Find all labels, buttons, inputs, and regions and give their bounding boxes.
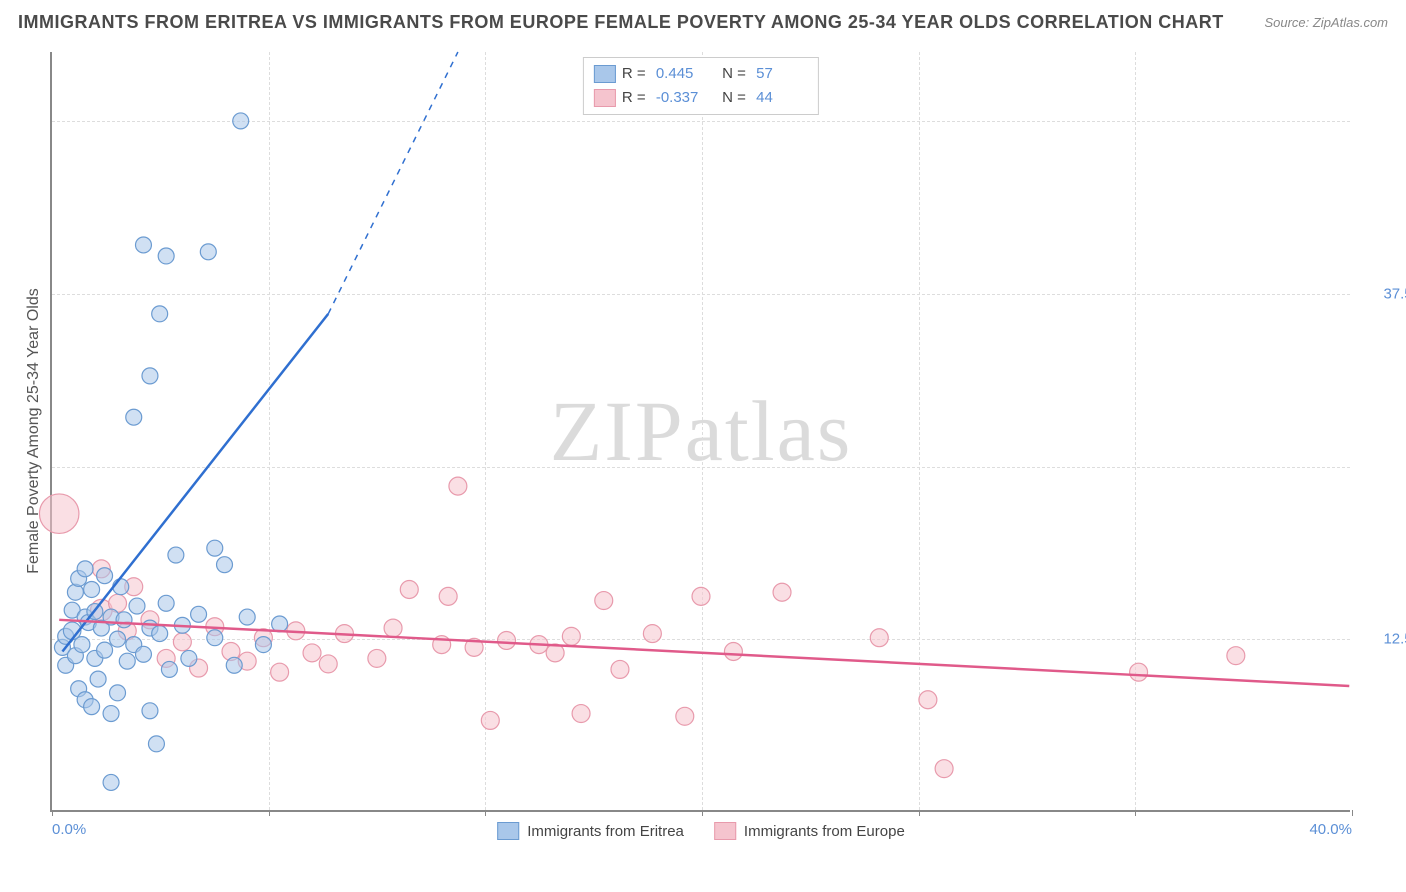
x-tick-mark <box>702 810 703 816</box>
scatter-canvas <box>52 52 1350 810</box>
data-point <box>119 653 135 669</box>
swatch-eritrea-icon <box>594 65 616 83</box>
n-value-a: 57 <box>756 62 808 86</box>
data-point <box>181 650 197 666</box>
data-point <box>173 633 191 651</box>
data-point <box>724 643 742 661</box>
trend-line <box>328 52 458 314</box>
data-point <box>148 736 164 752</box>
legend-item-eritrea: Immigrants from Eritrea <box>497 822 684 840</box>
legend-label-eritrea: Immigrants from Eritrea <box>527 823 684 840</box>
data-point <box>142 368 158 384</box>
data-point <box>368 649 386 667</box>
legend-row-a: R = 0.445 N = 57 <box>594 62 808 86</box>
data-point <box>935 760 953 778</box>
data-point <box>233 113 249 129</box>
legend-item-europe: Immigrants from Europe <box>714 822 905 840</box>
data-point <box>439 587 457 605</box>
y-tick-label: 37.5% <box>1356 285 1406 302</box>
data-point <box>384 619 402 637</box>
data-point <box>1130 663 1148 681</box>
data-point <box>103 774 119 790</box>
data-point <box>676 707 694 725</box>
data-point <box>113 579 129 595</box>
x-tick-mark <box>1352 810 1353 816</box>
data-point <box>90 671 106 687</box>
data-point <box>135 646 151 662</box>
data-point <box>84 582 100 598</box>
data-point <box>271 663 289 681</box>
legend-series: Immigrants from Eritrea Immigrants from … <box>497 822 905 840</box>
data-point <box>572 705 590 723</box>
data-point <box>773 583 791 601</box>
data-point <box>161 661 177 677</box>
x-tick-label: 0.0% <box>52 821 86 838</box>
x-tick-label: 40.0% <box>1309 821 1352 838</box>
data-point <box>217 557 233 573</box>
data-point <box>158 248 174 264</box>
data-point <box>919 691 937 709</box>
data-point <box>39 494 78 533</box>
x-tick-mark <box>269 810 270 816</box>
source-label: Source: ZipAtlas.com <box>1264 15 1388 30</box>
data-point <box>74 637 90 653</box>
data-point <box>110 631 126 647</box>
data-point <box>239 609 255 625</box>
trend-line <box>62 314 328 652</box>
data-point <box>152 626 168 642</box>
data-point <box>191 606 207 622</box>
data-point <box>226 657 242 673</box>
data-point <box>255 637 271 653</box>
data-point <box>498 632 516 650</box>
data-point <box>110 685 126 701</box>
data-point <box>200 244 216 260</box>
legend-label-europe: Immigrants from Europe <box>744 823 905 840</box>
plot-area: Female Poverty Among 25-34 Year Olds ZIP… <box>50 52 1350 812</box>
data-point <box>870 629 888 647</box>
data-point <box>643 625 661 643</box>
data-point <box>97 642 113 658</box>
data-point <box>1227 647 1245 665</box>
trend-line <box>59 620 1349 686</box>
y-axis-label: Female Poverty Among 25-34 Year Olds <box>25 288 43 574</box>
r-value-a: 0.445 <box>656 62 708 86</box>
data-point <box>611 660 629 678</box>
data-point <box>168 547 184 563</box>
data-point <box>152 306 168 322</box>
data-point <box>692 587 710 605</box>
x-tick-mark <box>919 810 920 816</box>
x-tick-mark <box>1135 810 1136 816</box>
x-tick-mark <box>52 810 53 816</box>
swatch-europe-icon <box>714 822 736 840</box>
data-point <box>562 627 580 645</box>
data-point <box>400 581 418 599</box>
data-point <box>319 655 337 673</box>
n-value-b: 44 <box>756 86 808 110</box>
swatch-eritrea-icon <box>497 822 519 840</box>
legend-row-b: R = -0.337 N = 44 <box>594 86 808 110</box>
data-point <box>303 644 321 662</box>
data-point <box>77 561 93 577</box>
data-point <box>103 706 119 722</box>
data-point <box>272 616 288 632</box>
data-point <box>84 699 100 715</box>
data-point <box>595 592 613 610</box>
data-point <box>481 711 499 729</box>
swatch-europe-icon <box>594 89 616 107</box>
data-point <box>97 568 113 584</box>
r-value-b: -0.337 <box>656 86 708 110</box>
y-tick-label: 12.5% <box>1356 631 1406 648</box>
data-point <box>449 477 467 495</box>
data-point <box>135 237 151 253</box>
data-point <box>129 598 145 614</box>
data-point <box>142 703 158 719</box>
legend-correlation: R = 0.445 N = 57 R = -0.337 N = 44 <box>583 57 819 115</box>
data-point <box>158 595 174 611</box>
data-point <box>207 630 223 646</box>
chart-title: IMMIGRANTS FROM ERITREA VS IMMIGRANTS FR… <box>18 12 1224 33</box>
data-point <box>126 409 142 425</box>
data-point <box>116 612 132 628</box>
data-point <box>207 540 223 556</box>
x-tick-mark <box>485 810 486 816</box>
